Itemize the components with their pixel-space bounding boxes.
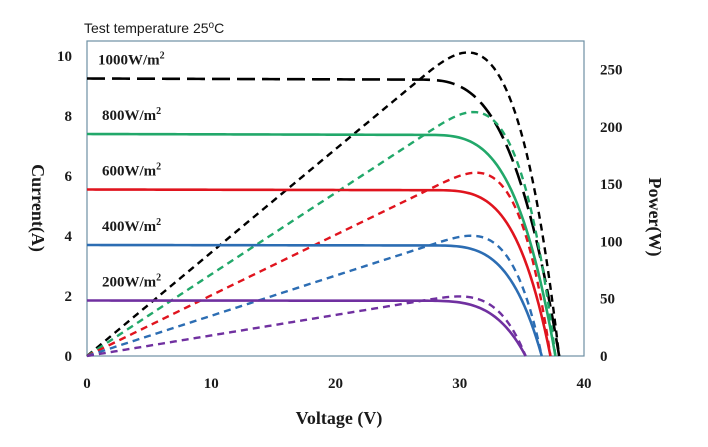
x-tick-label: 20 — [328, 376, 343, 392]
series-label-text: 1000W/m — [98, 53, 160, 69]
pv-curve-2 — [86, 110, 557, 358]
series-label-sup: 2 — [156, 217, 161, 228]
x-axis-title: Voltage (V) — [296, 408, 383, 429]
pv-curve-1 — [86, 51, 561, 357]
iv-curve-2 — [86, 132, 557, 357]
series-label-text: 200W/m — [102, 275, 157, 291]
iv-curve-3 — [86, 188, 552, 357]
pv-curve-5 — [86, 295, 527, 358]
y-left-tick-label: 0 — [65, 349, 73, 365]
y-right-tick-label: 50 — [600, 292, 615, 308]
y-axis-left-title: Current(A) — [27, 164, 48, 252]
series-label-5: 200W/m2 — [102, 273, 161, 291]
chart-marks — [86, 51, 561, 358]
y-left-tick-label: 8 — [65, 109, 73, 125]
series-label-sup: 2 — [156, 162, 161, 173]
header-sup: o — [209, 20, 215, 31]
pv-curve-3 — [86, 171, 552, 358]
y-right-tick-label: 150 — [600, 177, 623, 193]
series-label-sup: 2 — [156, 106, 161, 117]
iv-curve-5 — [87, 299, 527, 357]
series-label-sup: 2 — [160, 51, 165, 62]
series-label-4: 400W/m2 — [102, 217, 161, 235]
series-label-2: 800W/m2 — [102, 106, 161, 124]
series-label-text: 400W/m — [102, 219, 157, 235]
header-suffix: C — [214, 20, 224, 36]
plot-frame — [86, 40, 585, 357]
y-left-tick-label: 10 — [57, 49, 72, 65]
pv-curve-4 — [86, 234, 543, 358]
x-tick-label: 10 — [204, 376, 219, 392]
header-prefix: Test temperature 25 — [84, 20, 209, 36]
x-tick-label: 0 — [83, 376, 91, 392]
series-label-text: 800W/m — [102, 108, 157, 124]
y-right-tick-label: 200 — [600, 120, 623, 136]
y-right-tick-label: 100 — [600, 234, 623, 250]
series-label-text: 600W/m — [102, 164, 157, 180]
series-label-1: 1000W/m2 — [98, 51, 165, 69]
series-label-sup: 2 — [156, 273, 161, 284]
x-tick-label: 30 — [452, 376, 467, 392]
y-left-tick-label: 2 — [65, 289, 73, 305]
y-left-tick-label: 6 — [65, 169, 73, 185]
y-right-tick-label: 250 — [600, 63, 623, 79]
y-right-tick-label: 0 — [600, 349, 608, 365]
iv-curve-1 — [86, 77, 561, 357]
series-label-3: 600W/m2 — [102, 162, 161, 180]
chart-header: Test temperature 25oC — [84, 20, 224, 36]
y-axis-right-title: Power(W) — [644, 178, 665, 257]
x-tick-label: 40 — [577, 376, 592, 392]
iv-curve-4 — [87, 243, 543, 357]
y-left-tick-label: 4 — [65, 229, 73, 245]
